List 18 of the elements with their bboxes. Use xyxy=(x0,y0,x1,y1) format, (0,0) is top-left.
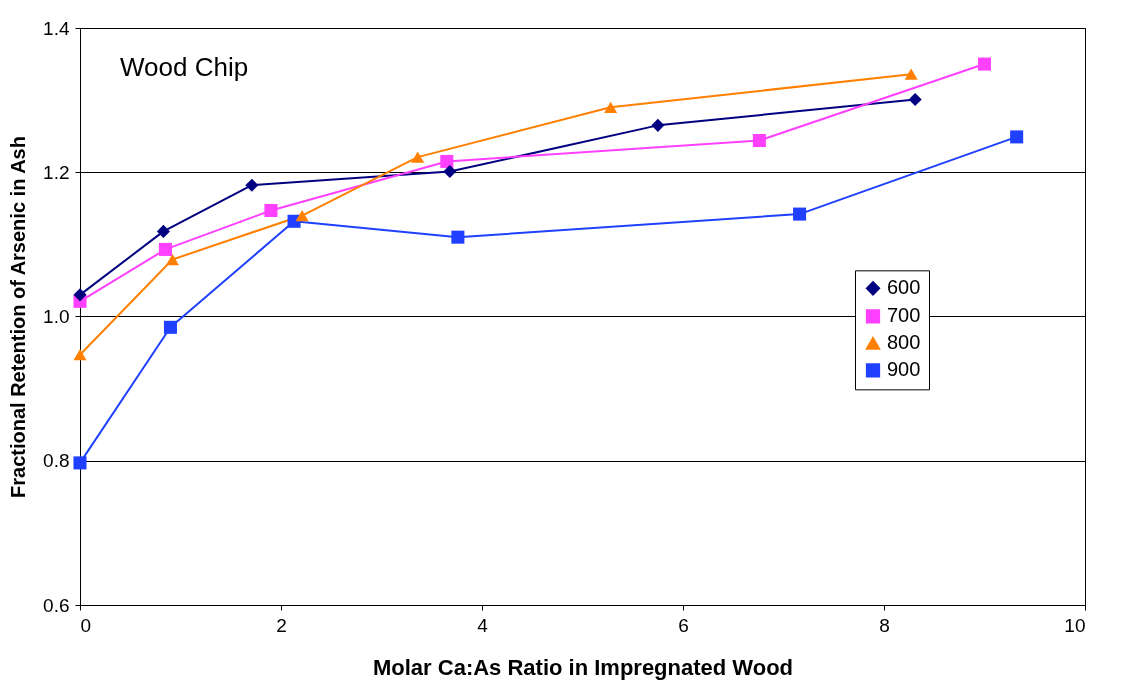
x-tick-label: 10 xyxy=(1064,614,1086,636)
legend-label: 900 xyxy=(887,358,921,381)
y-tick-label: 0.6 xyxy=(43,594,70,616)
x-tick-label: 4 xyxy=(477,614,489,636)
y-tick-label: 0.8 xyxy=(43,450,70,472)
x-axis-title: Molar Ca:As Ratio in Impregnated Wood xyxy=(372,654,794,680)
x-tick-label: 6 xyxy=(678,614,689,636)
legend-label: 700 xyxy=(887,304,921,327)
y-tick-label: 1.0 xyxy=(43,306,70,327)
legend-label: 600 xyxy=(887,276,921,299)
y-tick-label: 1.4 xyxy=(43,17,70,39)
x-tick-label: 2 xyxy=(276,614,287,636)
legend-label: 800 xyxy=(887,331,921,354)
x-tick-label: 0 xyxy=(80,614,92,636)
y-tick-label: 1.2 xyxy=(43,161,70,183)
y-axis-title: Fractional Retention of Arsenic in Ash xyxy=(7,136,30,498)
x-tick-label: 8 xyxy=(879,614,890,636)
annotation: Wood Chip xyxy=(120,52,249,82)
